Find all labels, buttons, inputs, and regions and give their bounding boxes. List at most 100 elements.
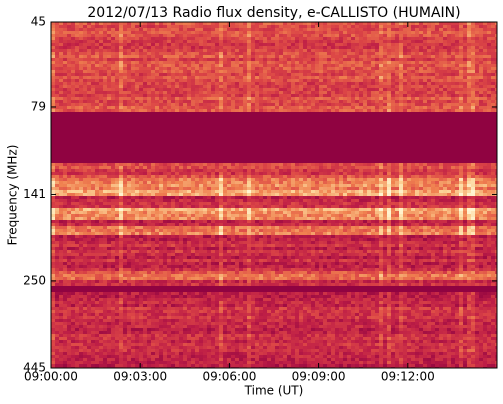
spectrogram-cell bbox=[319, 25, 323, 28]
spectrogram-cell bbox=[387, 124, 391, 127]
spectrogram-cell bbox=[299, 106, 303, 109]
spectrogram-cell bbox=[147, 49, 151, 52]
spectrogram-cell bbox=[267, 106, 271, 109]
spectrogram-cell bbox=[167, 142, 171, 145]
spectrogram-cell bbox=[283, 61, 287, 64]
spectrogram-cell bbox=[423, 142, 427, 145]
spectrogram-cell bbox=[111, 136, 115, 139]
spectrogram-cell bbox=[143, 124, 147, 127]
spectrogram-cell bbox=[315, 115, 319, 118]
spectrogram-cell bbox=[443, 76, 447, 79]
spectrogram-cell bbox=[187, 118, 191, 121]
spectrogram-cell bbox=[135, 151, 139, 154]
spectrogram-cell bbox=[339, 70, 343, 73]
spectrogram-cell bbox=[247, 67, 251, 70]
spectrogram-cell bbox=[223, 97, 227, 100]
spectrogram-cell bbox=[395, 58, 399, 61]
spectrogram-cell bbox=[479, 112, 483, 115]
spectrogram-cell bbox=[143, 148, 147, 151]
spectrogram-cell bbox=[455, 61, 459, 64]
spectrogram-cell bbox=[175, 124, 179, 127]
spectrogram-cell bbox=[323, 145, 327, 148]
spectrogram-cell bbox=[339, 82, 343, 85]
spectrogram-cell bbox=[471, 94, 475, 97]
spectrogram-cell bbox=[71, 79, 75, 82]
spectrogram-cell bbox=[207, 22, 211, 25]
spectrogram-cell bbox=[443, 148, 447, 151]
spectrogram-cell bbox=[319, 148, 323, 151]
spectrogram-cell bbox=[331, 127, 335, 130]
spectrogram-cell bbox=[303, 148, 307, 151]
spectrogram-cell bbox=[263, 106, 267, 109]
spectrogram-cell bbox=[87, 100, 91, 103]
spectrogram-cell bbox=[443, 40, 447, 43]
spectrogram-cell bbox=[55, 85, 59, 88]
spectrogram-cell bbox=[391, 100, 395, 103]
spectrogram-cell bbox=[151, 106, 155, 109]
spectrogram-cell bbox=[343, 28, 347, 31]
spectrogram-cell bbox=[355, 124, 359, 127]
spectrogram-cell bbox=[299, 40, 303, 43]
spectrogram-cell bbox=[439, 25, 443, 28]
spectrogram-cell bbox=[275, 85, 279, 88]
spectrogram-cell bbox=[331, 67, 335, 70]
spectrogram-cell bbox=[103, 64, 107, 67]
spectrogram-cell bbox=[419, 28, 423, 31]
spectrogram-cell bbox=[115, 124, 119, 127]
spectrogram-cell bbox=[155, 124, 159, 127]
spectrogram-cell bbox=[55, 148, 59, 151]
spectrogram-cell bbox=[155, 145, 159, 148]
spectrogram-cell bbox=[479, 139, 483, 142]
spectrogram-cell bbox=[431, 64, 435, 67]
spectrogram-cell bbox=[107, 70, 111, 73]
spectrogram-cell bbox=[91, 64, 95, 67]
spectrogram-cell bbox=[439, 145, 443, 148]
spectrogram-cell bbox=[179, 31, 183, 34]
spectrogram-cell bbox=[355, 43, 359, 46]
spectrogram-cell bbox=[295, 103, 299, 106]
spectrogram-cell bbox=[383, 145, 387, 148]
spectrogram-cell bbox=[235, 151, 239, 154]
spectrogram-cell bbox=[287, 70, 291, 73]
spectrogram-cell bbox=[59, 91, 63, 94]
spectrogram-cell bbox=[279, 142, 283, 145]
spectrogram-cell bbox=[215, 55, 219, 58]
spectrogram-cell bbox=[451, 88, 455, 91]
spectrogram-cell bbox=[235, 115, 239, 118]
spectrogram-cell bbox=[147, 76, 151, 79]
spectrogram-cell bbox=[127, 82, 131, 85]
spectrogram-cell bbox=[303, 64, 307, 67]
spectrogram-cell bbox=[443, 85, 447, 88]
spectrogram-cell bbox=[315, 25, 319, 28]
spectrogram-cell bbox=[255, 94, 259, 97]
spectrogram-cell bbox=[391, 112, 395, 115]
spectrogram-cell bbox=[215, 70, 219, 73]
spectrogram-cell bbox=[79, 46, 83, 49]
spectrogram-cell bbox=[391, 121, 395, 124]
spectrogram-cell bbox=[379, 52, 383, 55]
spectrogram-cell bbox=[479, 148, 483, 151]
spectrogram-cell bbox=[187, 151, 191, 154]
spectrogram-cell bbox=[307, 109, 311, 112]
spectrogram-cell bbox=[431, 133, 435, 136]
spectrogram-cell bbox=[271, 115, 275, 118]
spectrogram-cell bbox=[463, 112, 467, 115]
spectrogram-cell bbox=[207, 55, 211, 58]
spectrogram-cell bbox=[375, 70, 379, 73]
spectrogram-cell bbox=[235, 148, 239, 151]
spectrogram-cell bbox=[151, 97, 155, 100]
spectrogram-cell bbox=[435, 61, 439, 64]
spectrogram-cell bbox=[95, 82, 99, 85]
spectrogram-cell bbox=[235, 130, 239, 133]
spectrogram-cell bbox=[391, 70, 395, 73]
spectrogram-cell bbox=[123, 79, 127, 82]
spectrogram-cell bbox=[295, 154, 299, 157]
spectrogram-cell bbox=[431, 61, 435, 64]
spectrogram-cell bbox=[415, 28, 419, 31]
spectrogram-cell bbox=[351, 25, 355, 28]
spectrogram-cell bbox=[383, 79, 387, 82]
spectrogram-cell bbox=[371, 64, 375, 67]
spectrogram-cell bbox=[55, 115, 59, 118]
spectrogram-cell bbox=[351, 31, 355, 34]
spectrogram-cell bbox=[331, 79, 335, 82]
